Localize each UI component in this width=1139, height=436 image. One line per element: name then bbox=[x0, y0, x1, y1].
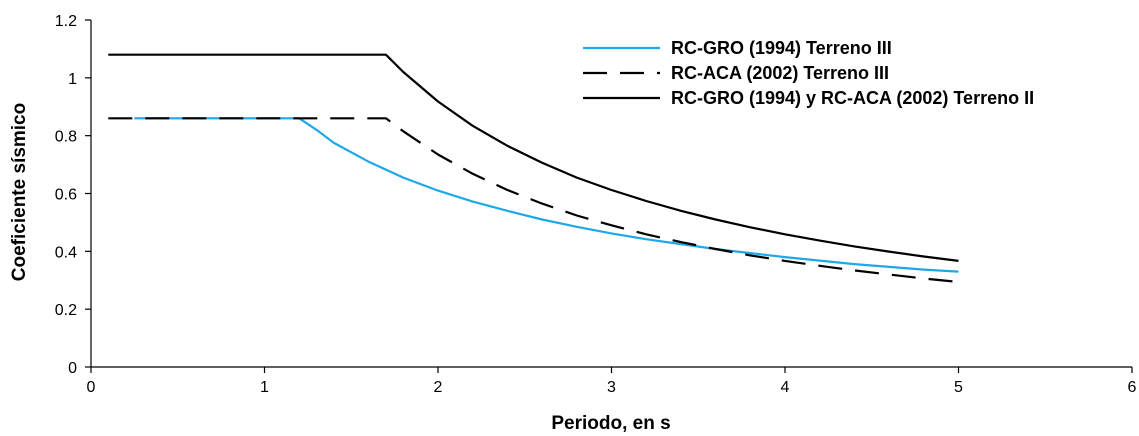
series-line-1 bbox=[134, 117, 959, 273]
x-tick-label: 1 bbox=[260, 379, 269, 396]
x-tick-label: 4 bbox=[781, 379, 790, 396]
y-axis-title: Coeficiente sísmico bbox=[9, 103, 30, 281]
x-tick-label: 2 bbox=[434, 379, 443, 396]
x-tick-label: 5 bbox=[954, 379, 963, 396]
x-tick-label: 0 bbox=[87, 379, 96, 396]
legend-label-2: RC-ACA (2002) Terreno III bbox=[671, 63, 889, 83]
series-line-3 bbox=[108, 53, 959, 262]
y-tick-label: 0.4 bbox=[55, 244, 77, 261]
y-tick-label: 0.2 bbox=[55, 302, 77, 319]
y-axis: 0 0.2 0.4 0.6 0.8 1 1.2 bbox=[55, 13, 92, 377]
plot-area bbox=[91, 20, 1132, 367]
plot-background bbox=[91, 20, 1132, 367]
legend: RC-GRO (1994) Terreno III RC-ACA (2002) T… bbox=[583, 38, 1034, 108]
y-tick-label: 1 bbox=[68, 71, 77, 88]
legend-label-1: RC-GRO (1994) Terreno III bbox=[671, 38, 892, 58]
x-tick-label: 3 bbox=[607, 379, 616, 396]
x-tick-label: 6 bbox=[1128, 379, 1137, 396]
y-tick-label: 1.2 bbox=[55, 13, 77, 30]
x-axis-title: Periodo, en s bbox=[551, 413, 670, 434]
series-line-2 bbox=[108, 117, 959, 284]
y-tick-label: 0.8 bbox=[55, 129, 77, 146]
series-group bbox=[108, 53, 959, 284]
y-tick-label: 0 bbox=[68, 360, 77, 377]
x-axis: 0 1 2 3 4 5 6 bbox=[87, 366, 1137, 396]
y-tick-label: 0.6 bbox=[55, 187, 77, 204]
legend-label-3: RC-GRO (1994) y RC-ACA (2002) Terreno II bbox=[671, 88, 1034, 108]
